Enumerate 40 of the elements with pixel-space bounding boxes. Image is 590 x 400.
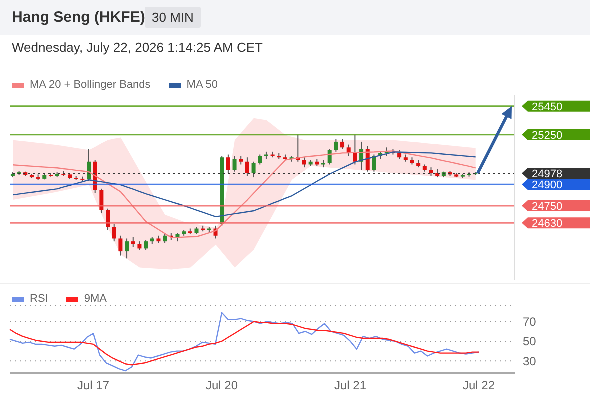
chart-title: Hang Seng (HKFE) xyxy=(12,9,146,26)
y-tick-label: 25250 xyxy=(532,130,563,142)
x-tick-label: Jul 21 xyxy=(334,378,367,393)
y-tick-label: 24900 xyxy=(532,180,563,192)
candlestick xyxy=(258,154,262,166)
candlestick xyxy=(144,240,148,251)
candlestick xyxy=(232,156,237,172)
legend-label: MA 50 xyxy=(186,79,218,91)
y-tick-label: 25450 xyxy=(532,101,563,114)
x-tick-label: Jul 20 xyxy=(206,378,238,393)
line-series xyxy=(9,321,480,366)
candlestick xyxy=(302,157,306,168)
candlestick xyxy=(112,224,116,242)
candlestick xyxy=(100,188,104,214)
x-tick-label: Jul 17 xyxy=(78,378,110,393)
y-tick-label: 50 xyxy=(523,334,537,349)
candlestick xyxy=(334,138,338,152)
candlestick xyxy=(252,161,256,178)
candlestick xyxy=(118,235,123,256)
candlestick xyxy=(353,134,358,166)
candlestick xyxy=(106,208,110,231)
candlestick xyxy=(340,138,345,150)
candlestick xyxy=(245,157,250,177)
y-tick-label: 24750 xyxy=(532,201,563,213)
line-series xyxy=(9,312,480,372)
chart-subtitle: Wednesday, July 22, 2026 1:14:25 AM CET xyxy=(12,40,263,55)
candlestick xyxy=(125,238,130,260)
legend-label: MA 20 + Bollinger Bands xyxy=(30,79,151,91)
candlestick xyxy=(372,154,376,172)
x-tick-label: Jul 22 xyxy=(462,378,496,393)
candlestick xyxy=(226,154,230,174)
y-tick-label: 70 xyxy=(523,315,537,330)
legend-label: 9MA xyxy=(84,293,107,305)
candlestick xyxy=(131,236,136,248)
y-tick-label: 24630 xyxy=(532,218,563,230)
legend-label: RSI xyxy=(30,293,48,305)
candlestick xyxy=(328,148,332,166)
y-tick-label: 30 xyxy=(523,354,537,368)
text: 30 MIN xyxy=(145,7,201,28)
y-tick-label: 24978 xyxy=(532,168,563,181)
